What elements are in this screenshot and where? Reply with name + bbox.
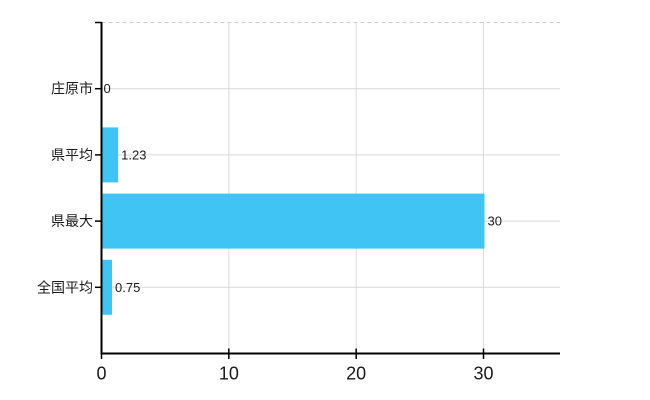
x-tick-label: 30: [473, 364, 493, 384]
category-label: 庄原市: [51, 81, 93, 97]
data-label: 0.75: [115, 280, 140, 295]
bar: [102, 127, 119, 183]
x-tick-label: 20: [346, 364, 366, 384]
bar: [102, 259, 113, 315]
x-tick-label: 10: [219, 364, 239, 384]
category-label: 県最大: [51, 213, 93, 229]
data-label: 1.23: [121, 147, 146, 162]
category-label: 県平均: [51, 147, 93, 163]
data-label: 0: [104, 81, 111, 96]
x-tick-label: 0: [96, 364, 106, 384]
data-label: 30: [488, 214, 502, 229]
bar: [102, 193, 485, 249]
category-label: 全国平均: [37, 279, 93, 295]
